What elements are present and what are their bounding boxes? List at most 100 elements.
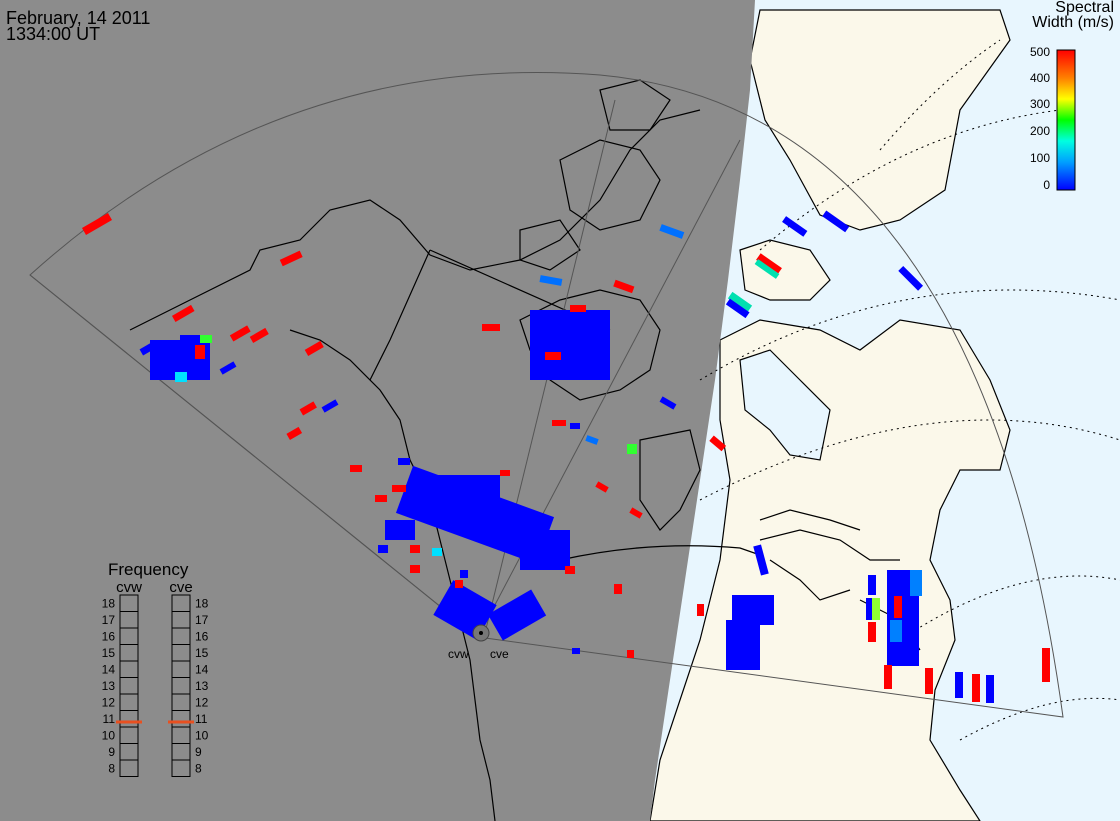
radar-site-dot: [479, 631, 483, 635]
day-land: [649, 9, 1011, 821]
latitude-grid: [699, 39, 1120, 741]
echo: [868, 575, 876, 595]
colorbar-title-line2: Width (m/s): [1032, 14, 1114, 31]
echo: [545, 352, 561, 360]
frequency-scale-label: 15: [102, 646, 116, 660]
frequency-scale-label: 8: [108, 761, 115, 775]
frequency-scale-label: 11: [195, 712, 208, 726]
frequency-scale-label: 10: [195, 728, 209, 742]
echo: [726, 620, 760, 670]
frequency-title: Frequency: [108, 560, 189, 579]
echo: [972, 674, 980, 702]
echo: [629, 507, 643, 519]
echo: [725, 298, 750, 319]
echo: [955, 672, 963, 698]
echo: [304, 340, 324, 356]
radar-label-cvw: cvw: [448, 647, 469, 661]
night-region: [0, 0, 755, 821]
echo: [570, 305, 586, 312]
colorbar: 500 400 300 200 100 0: [1030, 45, 1076, 192]
echo: [410, 545, 420, 553]
header-time: 1334:00 UT: [6, 24, 101, 44]
echo: [727, 291, 753, 313]
echo: [455, 580, 463, 588]
echo: [925, 668, 933, 694]
frequency-scale-label: 12: [102, 695, 116, 709]
echo: [894, 596, 902, 618]
echo: [872, 598, 880, 620]
frequency-scale-label: 13: [195, 679, 209, 693]
colorbar-title: Spectral Width (m/s): [1032, 0, 1114, 31]
echo: [898, 265, 924, 291]
echo: [279, 250, 303, 267]
echo: [350, 465, 362, 472]
colorbar-tick: 200: [1030, 124, 1050, 138]
hudson-bay: [739, 349, 831, 461]
echo: [460, 570, 468, 578]
frequency-scale-label: 18: [102, 596, 116, 610]
frequency-scale-label: 9: [108, 745, 115, 759]
echo: [659, 224, 685, 239]
echo: [986, 675, 994, 703]
frequency-scale-label: 14: [195, 662, 209, 676]
echo: [219, 361, 237, 375]
colorbar-tick: 0: [1043, 178, 1050, 192]
frequency-scale-label: 18: [195, 596, 209, 610]
frequency-scale-label: 16: [195, 629, 209, 643]
echo: [249, 327, 269, 343]
echo: [890, 620, 902, 642]
echo: [572, 648, 580, 654]
echo: [659, 396, 677, 410]
echo: [709, 435, 727, 452]
echo: [321, 399, 339, 413]
radar-sites: cvw cve: [448, 624, 509, 661]
echo: [500, 470, 510, 476]
echo: [420, 475, 500, 515]
echo: [539, 275, 563, 286]
header-date: February, 14 2011: [6, 8, 151, 28]
frequency-panel: cvw18171615141312111098cve18171615141312…: [102, 579, 209, 777]
echo: [299, 401, 317, 416]
echo: [570, 423, 580, 429]
echo: [82, 213, 112, 235]
boundary-line: [559, 545, 761, 561]
colorbar-tick: 100: [1030, 151, 1050, 165]
frequency-scale-label: 10: [102, 728, 116, 742]
colorbar-scale: [1056, 49, 1076, 191]
frequency-scale-label: 16: [102, 629, 116, 643]
frequency-scale-label: 12: [195, 695, 209, 709]
echo: [614, 584, 622, 594]
echo: [1042, 648, 1050, 682]
frequency-scale-label: 14: [102, 662, 116, 676]
echo: [229, 325, 251, 342]
echo: [432, 548, 442, 556]
frequency-scale-label: 13: [102, 679, 116, 693]
colorbar-title-line1: Spectral: [1055, 0, 1114, 16]
echo: [520, 530, 570, 570]
echo: [884, 665, 892, 689]
frequency-scale-label: 8: [195, 761, 202, 775]
echo: [627, 650, 634, 658]
echo: [398, 458, 410, 465]
echo: [565, 566, 575, 574]
frequency-radar-name: cve: [169, 579, 192, 596]
colorbar-tick: 300: [1030, 97, 1050, 111]
frequency-radar-name: cvw: [116, 579, 142, 596]
echo: [697, 604, 704, 616]
frequency-scale-label: 15: [195, 646, 209, 660]
echo: [410, 565, 420, 573]
echo: [595, 481, 609, 493]
echo: [782, 216, 808, 237]
frequency-scale-label: 11: [103, 712, 116, 726]
echo: [585, 435, 599, 445]
echo: [200, 335, 212, 343]
frequency-cell: [119, 759, 139, 777]
echo: [487, 589, 547, 641]
echo: [822, 210, 850, 233]
echo: [392, 485, 406, 492]
radar-label-cve: cve: [490, 647, 509, 661]
echo: [552, 420, 566, 426]
echo: [613, 279, 635, 294]
echo: [560, 340, 600, 380]
echo: [175, 372, 187, 382]
